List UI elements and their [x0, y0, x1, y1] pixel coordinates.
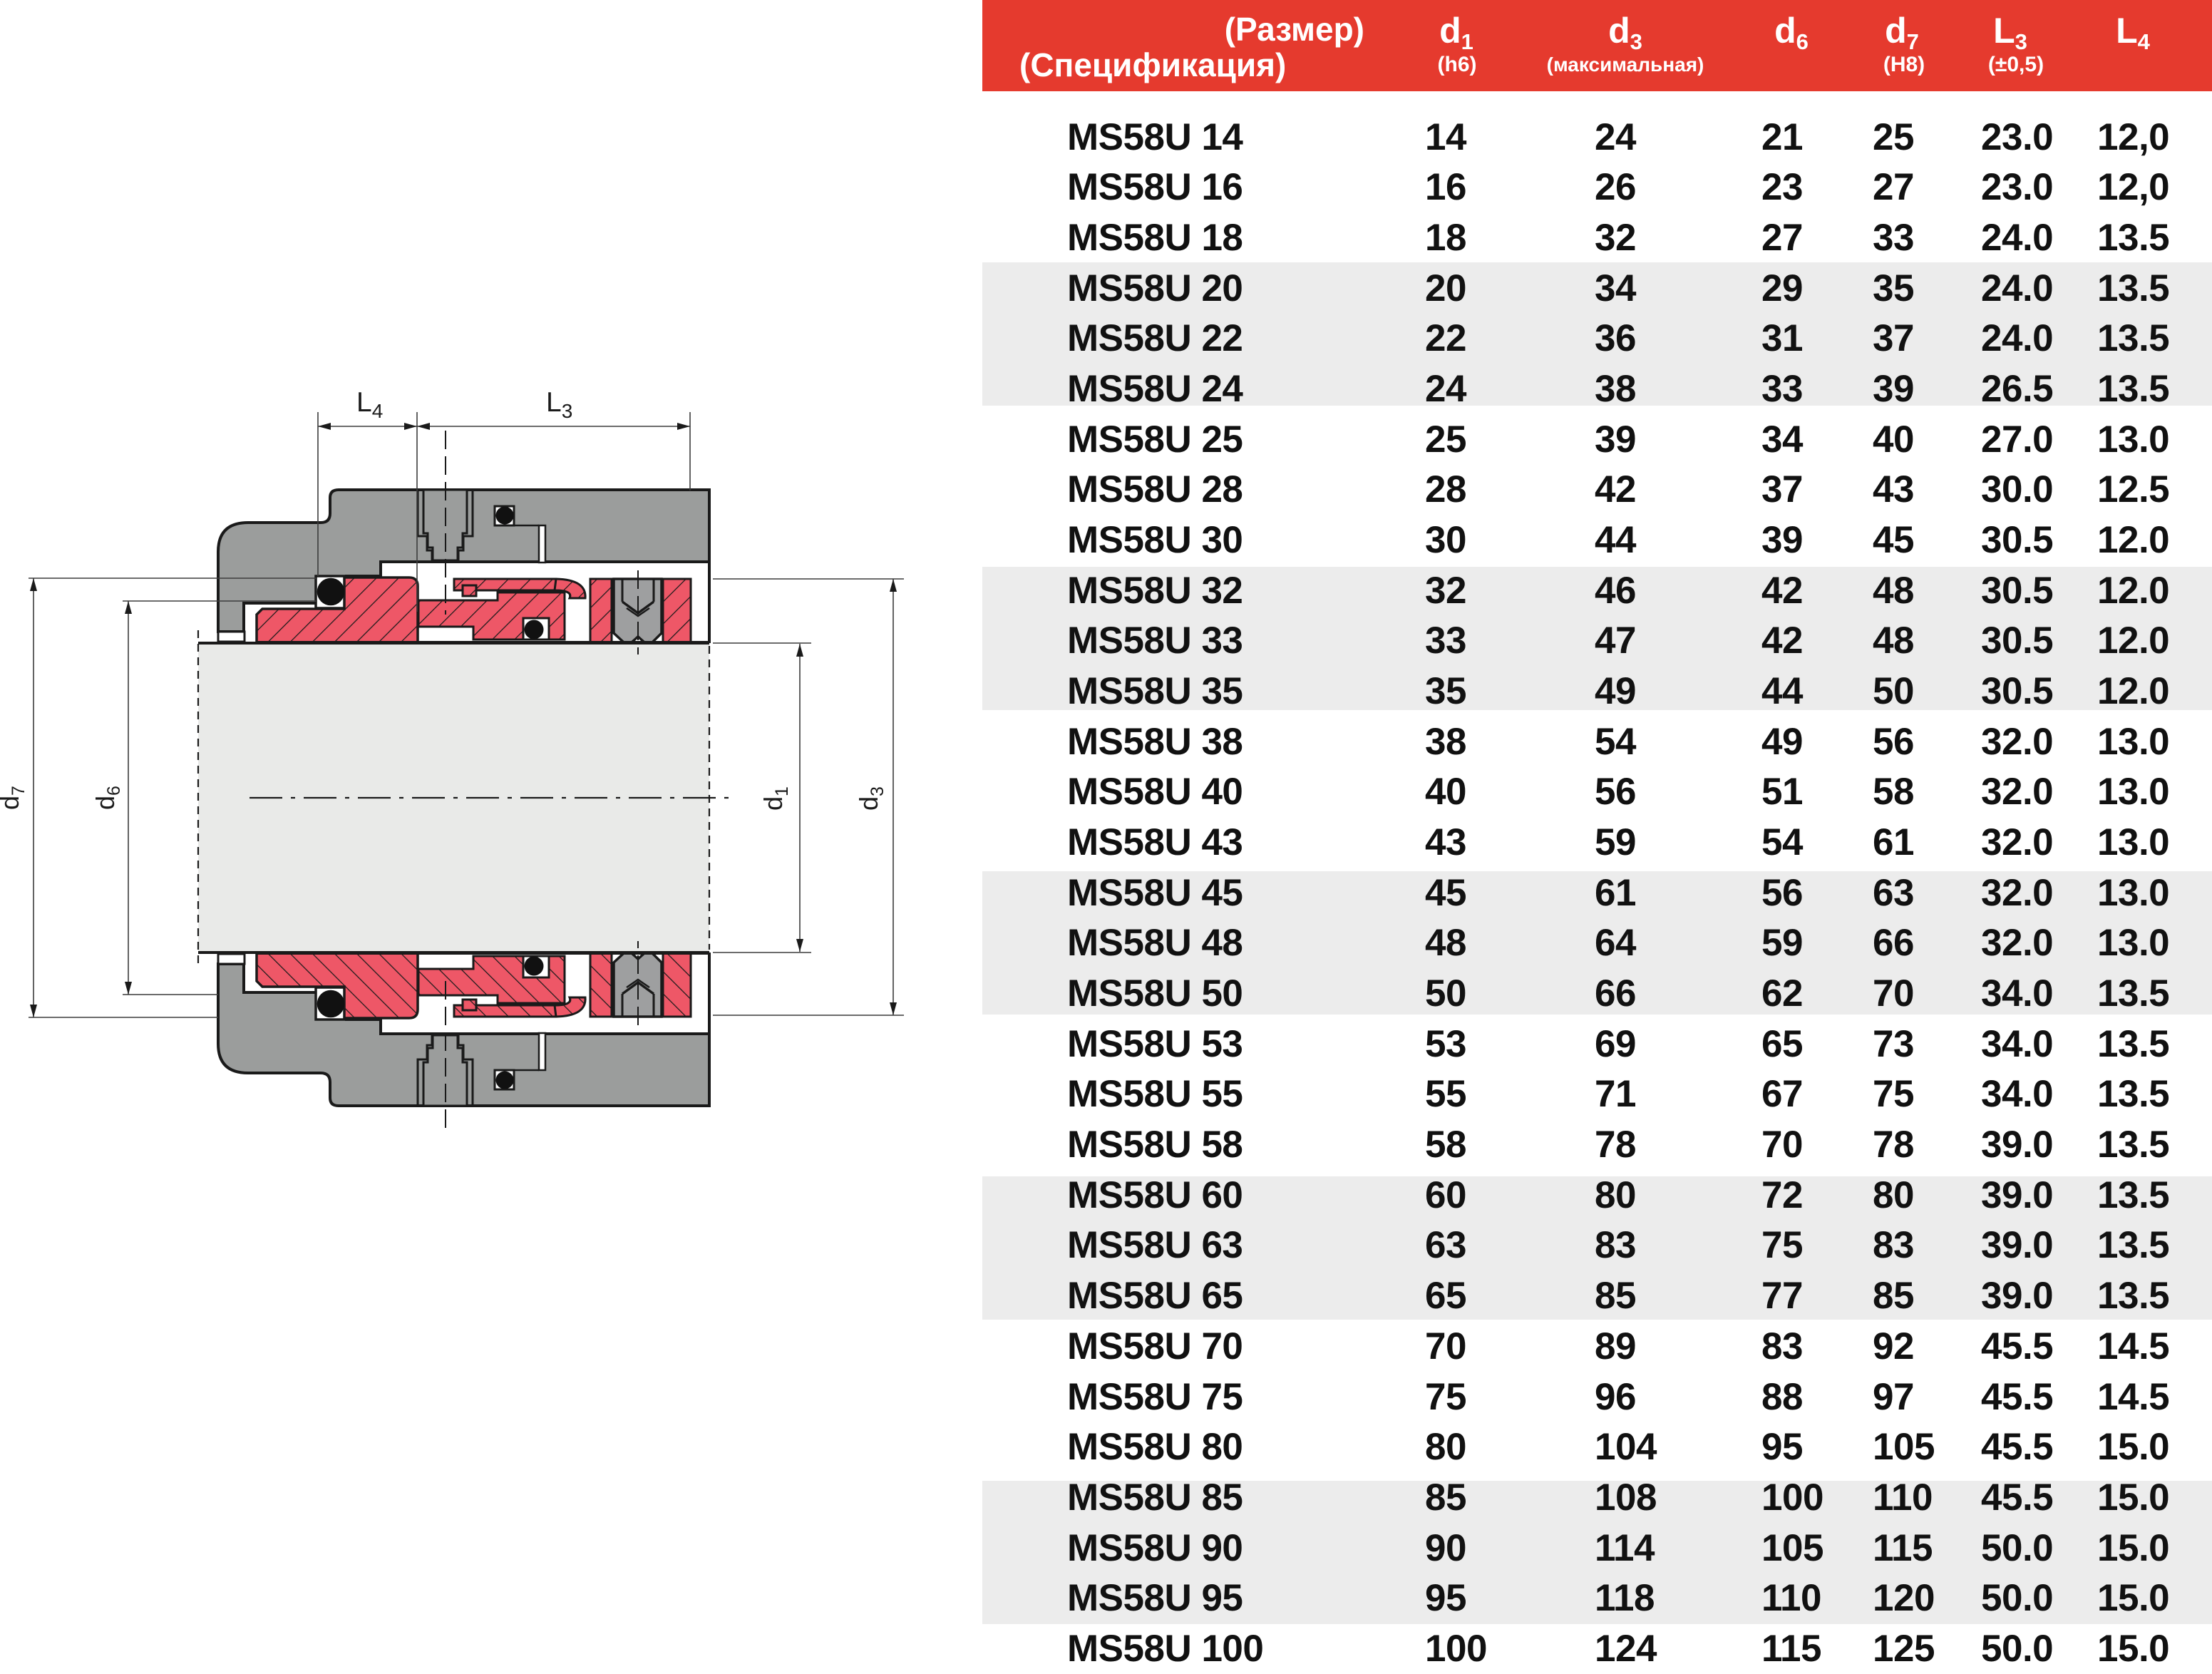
svg-text:d7: d7 — [0, 786, 29, 810]
svg-text:L3: L3 — [546, 387, 572, 422]
svg-text:L4: L4 — [356, 387, 383, 422]
svg-text:d6: d6 — [91, 786, 124, 810]
svg-text:d1: d1 — [758, 786, 792, 811]
svg-text:d3: d3 — [854, 786, 888, 811]
